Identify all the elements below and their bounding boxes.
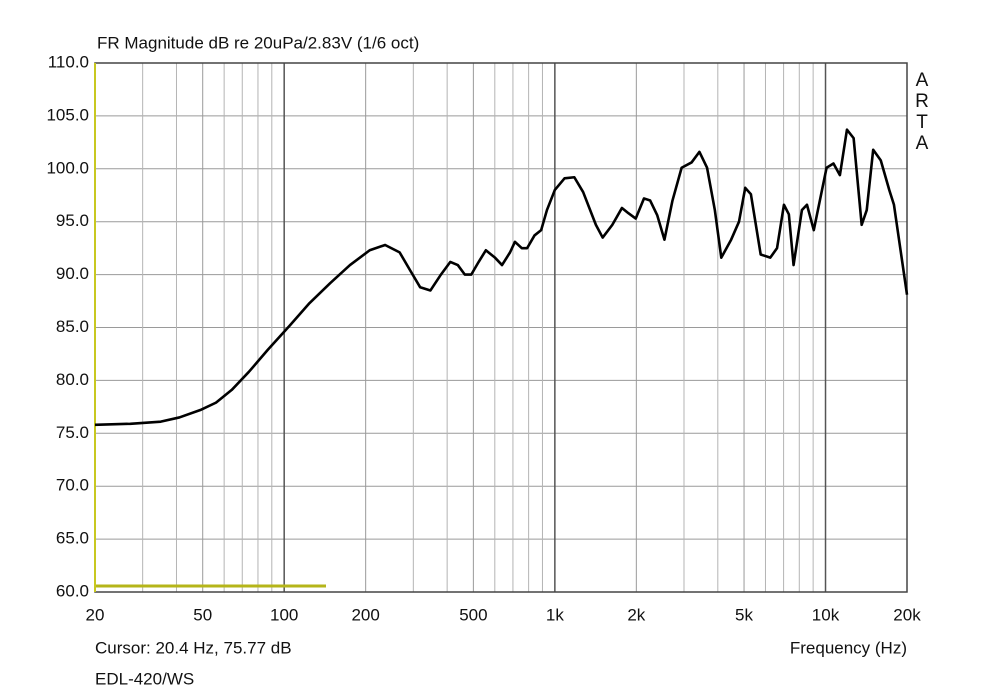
x-tick-label: 1k (546, 605, 564, 624)
y-tick-label: 95.0 (56, 211, 89, 230)
chart-title: FR Magnitude dB re 20uPa/2.83V (1/6 oct) (97, 33, 419, 52)
x-tick-label: 2k (627, 605, 645, 624)
y-tick-label: 90.0 (56, 264, 89, 283)
y-tick-label: 70.0 (56, 476, 89, 495)
y-tick-label: 100.0 (46, 158, 89, 177)
x-tick-label: 5k (735, 605, 753, 624)
x-axis-label: Frequency (Hz) (790, 638, 907, 657)
x-tick-label: 50 (193, 605, 212, 624)
x-tick-label: 20 (86, 605, 105, 624)
x-tick-label: 20k (893, 605, 921, 624)
y-tick-label: 65.0 (56, 529, 89, 548)
y-tick-label: 80.0 (56, 370, 89, 389)
subtitle: EDL-420/WS (95, 669, 194, 688)
y-tick-label: 75.0 (56, 423, 89, 442)
response-curve (94, 128, 909, 427)
y-tick-label: 105.0 (46, 105, 89, 124)
x-tick-label: 10k (812, 605, 840, 624)
y-tick-label: 110.0 (48, 52, 89, 71)
x-tick-label: 200 (351, 605, 379, 624)
y-tick-label: 60.0 (56, 581, 89, 600)
watermark: ARTA (912, 70, 933, 154)
cursor-readout: Cursor: 20.4 Hz, 75.77 dB (95, 638, 292, 657)
x-tick-label: 500 (459, 605, 487, 624)
x-tick-label: 100 (270, 605, 298, 624)
y-tick-label: 85.0 (56, 317, 89, 336)
